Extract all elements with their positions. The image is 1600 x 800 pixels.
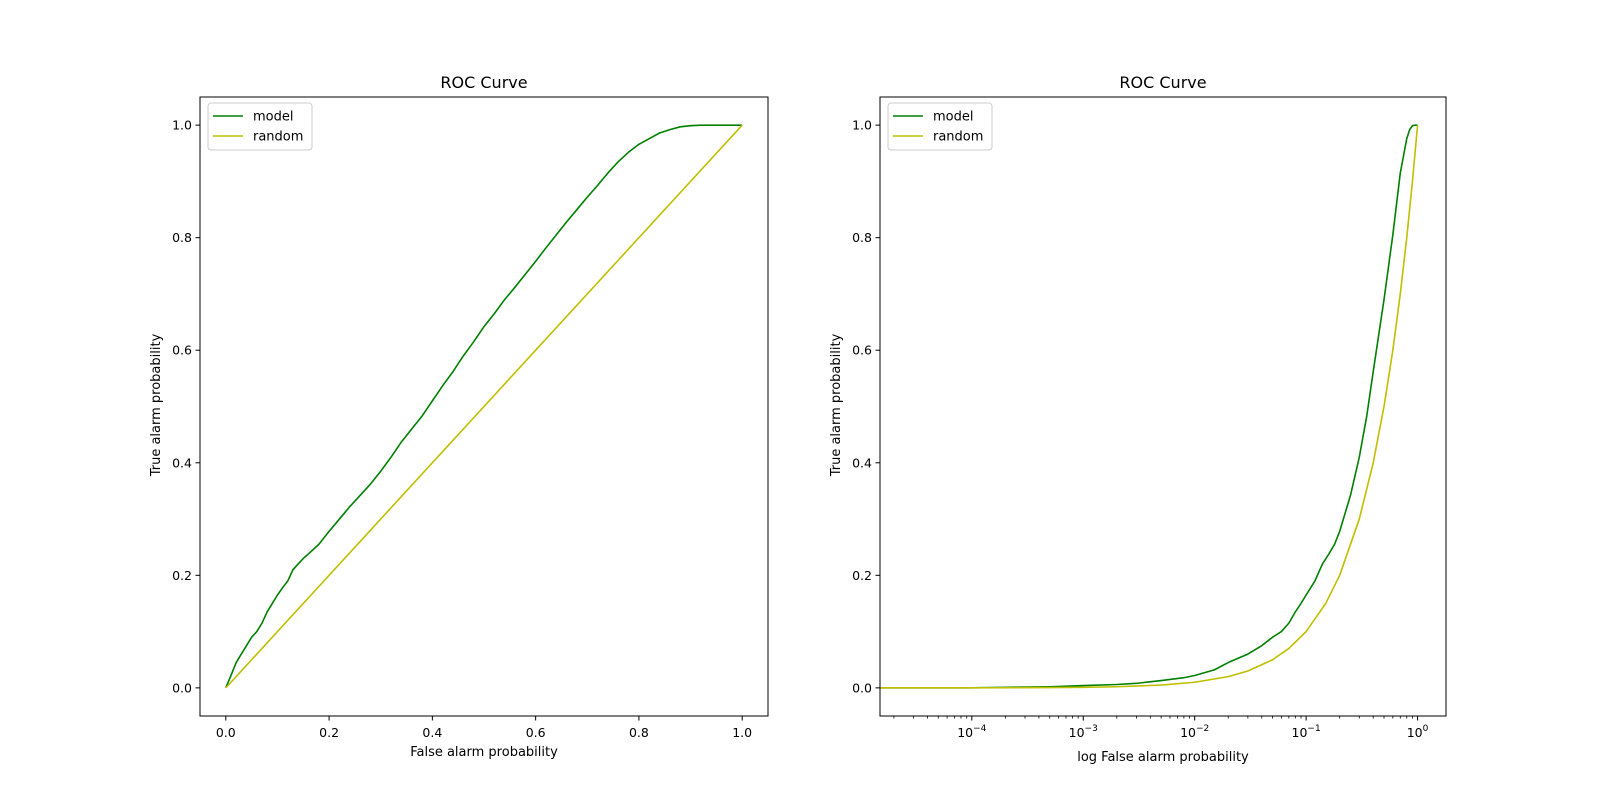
- left-chart-series: [225, 124, 743, 689]
- right-chart-series: [879, 124, 1419, 689]
- right-legend-random-label: random: [933, 130, 983, 145]
- right-chart-frame: [879, 96, 1447, 717]
- right-chart-ylabel: True alarm probability: [829, 333, 844, 477]
- right-xtick-label: 10−3: [1069, 724, 1098, 740]
- left-chart-title: ROC Curve: [440, 73, 527, 92]
- left-xtick-label: 0.0: [216, 725, 236, 740]
- right-xtick-label: 10−4: [957, 724, 986, 740]
- left-legend-model-label: model: [253, 110, 293, 125]
- left-ytick-label: 0.8: [172, 230, 192, 245]
- left-legend-box: [207, 102, 313, 151]
- left-series-random: [225, 124, 743, 689]
- left-chart-legend: model random: [207, 102, 313, 151]
- left-chart-xlabel: False alarm probability: [410, 745, 558, 760]
- right-chart-title: ROC Curve: [1119, 73, 1206, 92]
- right-ytick-label: 1.0: [852, 118, 872, 133]
- right-ytick-label: 0.4: [852, 455, 872, 470]
- left-ytick-label: 0.0: [172, 680, 192, 695]
- left-chart-ylabel: True alarm probability: [149, 333, 164, 477]
- right-xtick-label: 10−2: [1180, 724, 1209, 740]
- left-xtick-label: 0.4: [422, 725, 442, 740]
- left-legend-random-label: random: [253, 130, 303, 145]
- right-xtick-label: 10−1: [1292, 724, 1321, 740]
- right-chart-ticks: 0.0 0.2 0.4 0.6 0.8 1.0 10−4 10−3 10−2 10−1 100: [852, 118, 1429, 740]
- left-ytick-label: 0.6: [172, 343, 192, 358]
- right-ytick-label: 0.6: [852, 343, 872, 358]
- right-series-random: [879, 125, 1419, 689]
- left-xtick-label: 0.8: [629, 725, 649, 740]
- right-xtick-label: 100: [1407, 724, 1429, 740]
- left-ytick-label: 0.2: [172, 568, 192, 583]
- left-chart-frame: [199, 96, 769, 717]
- right-chart-xlabel: log False alarm probability: [1077, 750, 1249, 765]
- left-chart-ticks: 0.0 0.2 0.4 0.6 0.8 1.0 0.0 0.2 0.4 0.6 0.8 1.0: [172, 118, 752, 740]
- right-series-model: [880, 124, 1418, 689]
- right-ytick-label: 0.0: [852, 680, 872, 695]
- left-series-model: [225, 124, 743, 689]
- left-ytick-label: 1.0: [172, 118, 192, 133]
- right-legend-box: [887, 102, 993, 151]
- right-ytick-label: 0.8: [852, 230, 872, 245]
- left-xtick-label: 0.6: [526, 725, 546, 740]
- right-ytick-label: 0.2: [852, 568, 872, 583]
- left-xtick-label: 0.2: [319, 725, 339, 740]
- left-ytick-label: 0.4: [172, 455, 192, 470]
- right-chart: ROC Curve log False alarm probability Tr…: [829, 73, 1447, 765]
- left-chart: ROC Curve False alarm probability True a…: [149, 73, 769, 760]
- left-xtick-label: 1.0: [732, 725, 752, 740]
- right-legend-model-label: model: [933, 110, 973, 125]
- right-chart-legend: model random: [887, 102, 993, 151]
